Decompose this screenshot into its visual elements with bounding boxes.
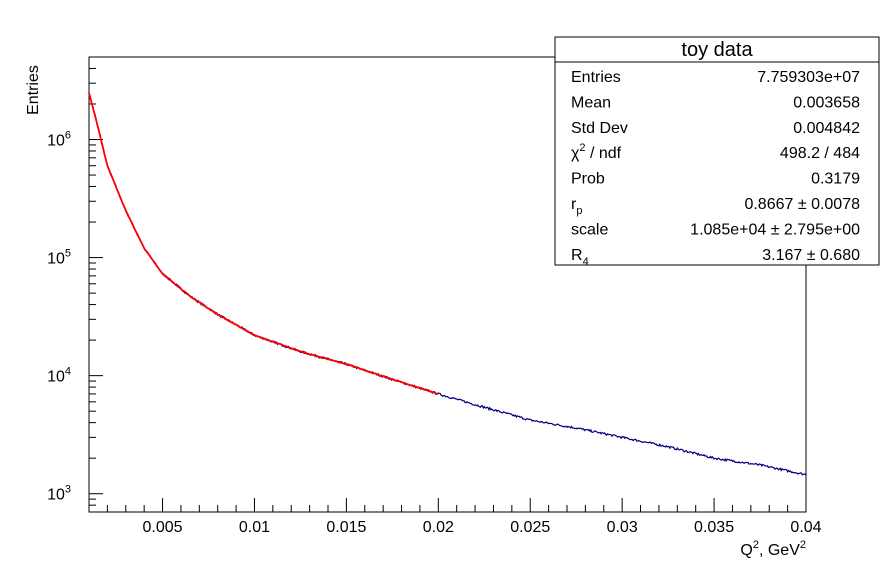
x-tick-label: 0.015 bbox=[326, 519, 366, 536]
x-axis-title-sup2: 2 bbox=[800, 539, 806, 551]
x-axis-title-sup: 2 bbox=[753, 539, 759, 551]
x-tick-label: 0.035 bbox=[694, 519, 734, 536]
x-axis-title-base: Q bbox=[740, 542, 752, 559]
x-tick-label: 0.005 bbox=[143, 519, 183, 536]
stats-row-value: 3.167 ± 0.680 bbox=[762, 247, 860, 264]
stats-row-label: χ2 / ndf bbox=[571, 142, 622, 162]
stats-row-label: Std Dev bbox=[571, 120, 628, 137]
y-tick-label: 104 bbox=[47, 366, 71, 386]
stats-row-value: 0.3179 bbox=[811, 171, 860, 188]
x-tick-label: 0.03 bbox=[607, 519, 638, 536]
stats-rows: Entries 7.759303e+07 Mean 0.003658 Std Dev 0.… bbox=[571, 69, 860, 268]
stats-row-value: 0.004842 bbox=[793, 120, 860, 137]
x-tick-label: 0.025 bbox=[510, 519, 550, 536]
y-tick-label: 103 bbox=[47, 484, 71, 504]
stats-row-value: 0.003658 bbox=[793, 94, 860, 111]
stats-row-value: 0.8667 ± 0.0078 bbox=[744, 196, 860, 213]
data-series-layer bbox=[88, 92, 807, 476]
stats-row-label: Mean bbox=[571, 94, 611, 111]
stats-row-label: scale bbox=[571, 221, 608, 238]
x-tick-label: 0.01 bbox=[239, 519, 270, 536]
stats-row-label: Prob bbox=[571, 171, 605, 188]
stats-row-label: R4 bbox=[571, 247, 589, 268]
stats-row-value: 498.2 / 484 bbox=[780, 145, 860, 162]
stats-row-label: Entries bbox=[571, 69, 621, 86]
stats-box: toy data Entries 7.759303e+07 Mean 0.003658… bbox=[554, 36, 880, 268]
stats-box-title: toy data bbox=[681, 39, 753, 61]
y-axis-title: Entries bbox=[25, 65, 42, 115]
y-axis-ticks: 103 104 105 106 bbox=[47, 56, 103, 513]
x-tick-label: 0.02 bbox=[423, 519, 454, 536]
y-tick-label: 105 bbox=[47, 248, 71, 268]
y-tick-label: 106 bbox=[47, 130, 71, 150]
stats-box-frame bbox=[554, 36, 880, 266]
x-axis-title-rest: , GeV bbox=[759, 542, 800, 559]
x-axis-ticks: 0.005 0.01 0.015 0.02 0.025 0.03 0.035 0.04 bbox=[106, 498, 822, 536]
stats-row-value: 7.759303e+07 bbox=[757, 69, 860, 86]
fit-curve-line bbox=[88, 92, 439, 395]
x-axis-title: Q2, GeV2 bbox=[740, 539, 806, 559]
stats-row-value: 1.085e+04 ± 2.795e+00 bbox=[690, 221, 860, 238]
stats-row-label: rp bbox=[571, 196, 582, 217]
x-tick-label: 0.04 bbox=[790, 519, 821, 536]
plot-frame bbox=[88, 56, 807, 513]
